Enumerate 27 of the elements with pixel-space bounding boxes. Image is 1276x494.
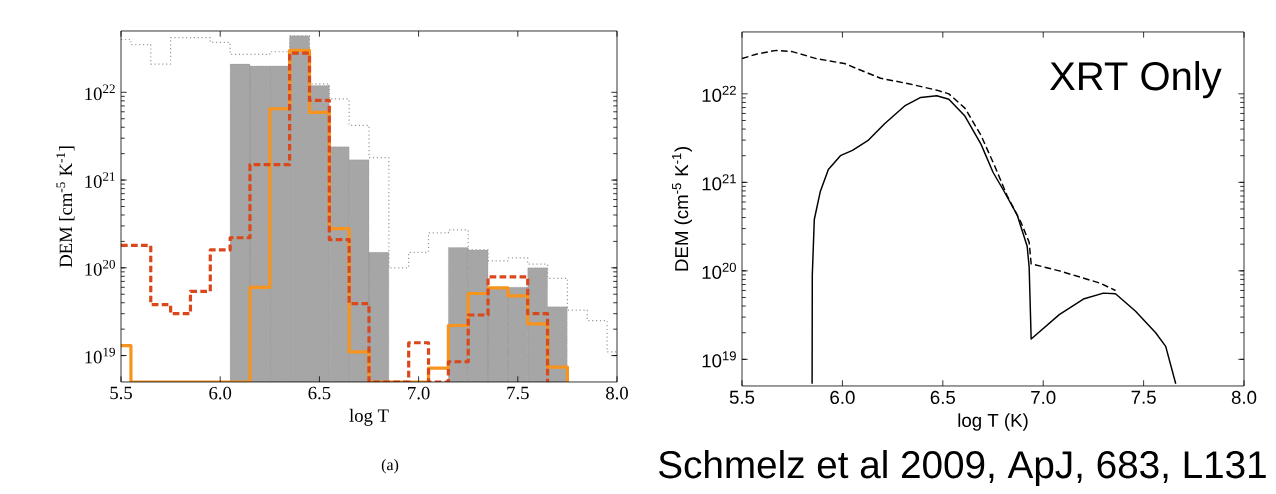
- annotation: XRT Only: [1050, 61, 1222, 99]
- y-tick-label: 10$^{21}$: [85, 172, 115, 188]
- y-axis-title: DEM [cm$^{-5}$ K$^{-1}$]: [56, 146, 75, 268]
- x-tick-label: 5.5: [110, 386, 132, 400]
- x-axis-title: log T: [349, 408, 389, 426]
- x-axis-title: log T (K): [958, 413, 1028, 431]
- x-tick-label: 7.0: [408, 386, 430, 400]
- y-tick-label: 10$^{19}$: [85, 347, 115, 364]
- y-tick-label: 10$^{21}$: [702, 174, 736, 191]
- x-tick-label: 6.0: [209, 386, 232, 400]
- x-tick-label: 6.0: [830, 390, 855, 405]
- x-tick-label: 7.5: [507, 386, 529, 400]
- x-tick-label: 8.0: [606, 386, 628, 400]
- y-tick-label: 10$^{22}$: [85, 84, 115, 101]
- y-axis-title: DEM (cm$^{-5}$ K$^{-1}$): [672, 147, 692, 271]
- y-tick-label: 10$^{20}$: [85, 259, 116, 276]
- y-tick-label: 10$^{22}$: [702, 85, 736, 102]
- text: (a): [381, 458, 399, 474]
- x-tick-label: 5.5: [729, 390, 755, 404]
- x-tick-label: 6.5: [930, 390, 955, 405]
- x-tick-label: 7.5: [1131, 390, 1156, 404]
- y-tick-label: 10$^{20}$: [702, 262, 736, 279]
- text: Schmelz et al 2009, ApJ, 683, L131: [659, 449, 1266, 487]
- y-tick-label: 10$^{19}$: [702, 351, 736, 368]
- x-tick-label: 6.5: [308, 386, 331, 400]
- x-tick-label: 7.0: [1031, 390, 1056, 405]
- x-tick-label: 8.0: [1231, 390, 1257, 405]
